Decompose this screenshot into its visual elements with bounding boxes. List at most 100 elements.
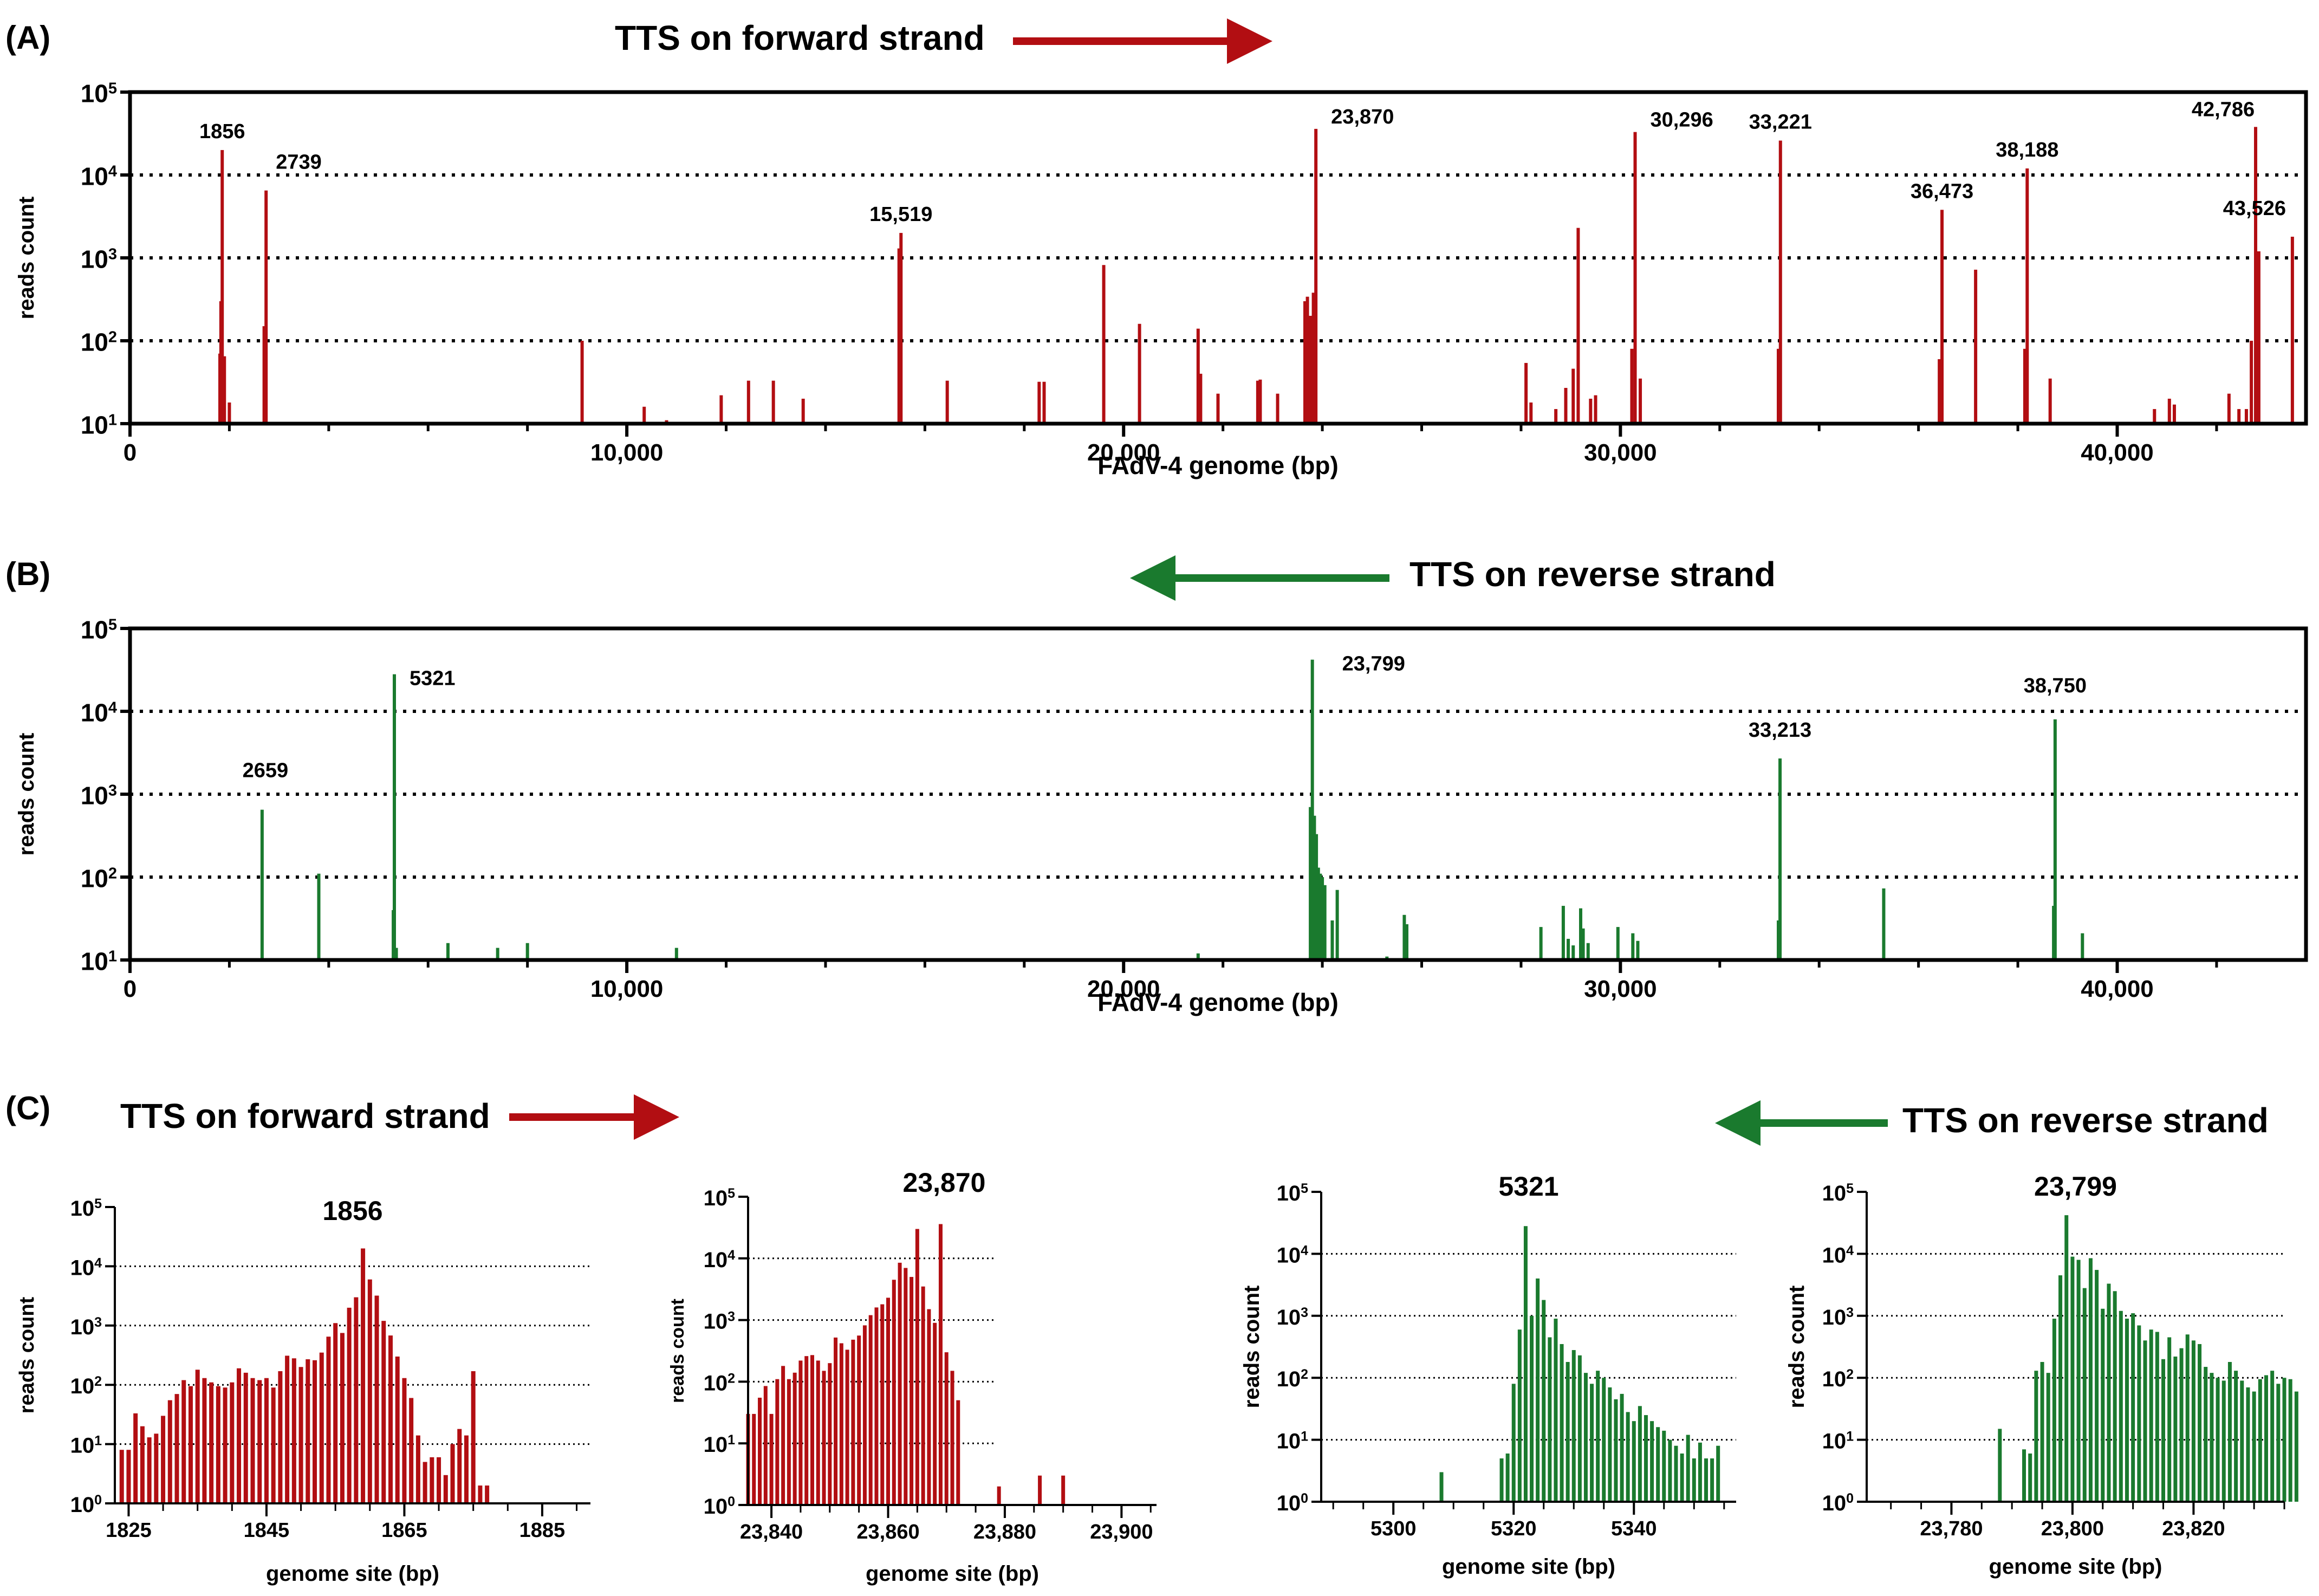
bar — [264, 190, 268, 424]
bar — [1589, 398, 1593, 424]
x-tick-label: 23,800 — [2041, 1517, 2104, 1540]
bar — [291, 1358, 296, 1503]
bar — [2101, 1308, 2105, 1502]
site-annotation: 15,519 — [869, 203, 932, 226]
bar — [2250, 341, 2253, 424]
bar — [2070, 1256, 2075, 1502]
bar — [381, 1321, 386, 1503]
bar — [1061, 1475, 1066, 1505]
y-tick-label: 104 — [704, 1248, 736, 1272]
bar — [2155, 1332, 2159, 1502]
y-tick-label: 105 — [704, 1186, 736, 1210]
bar — [478, 1485, 483, 1503]
y-tick-label: 101 — [81, 947, 117, 975]
bar — [1042, 381, 1046, 424]
bar — [719, 395, 723, 424]
bar — [237, 1368, 242, 1503]
bar — [1138, 323, 1141, 424]
bar — [927, 1309, 931, 1505]
bar — [2288, 1379, 2292, 1502]
bar — [1314, 128, 1318, 424]
bar — [910, 1277, 914, 1505]
bar — [2167, 398, 2171, 424]
bar — [1626, 1412, 1630, 1502]
y-tick-label: 100 — [70, 1493, 102, 1517]
bar — [1524, 362, 1528, 424]
bar — [1216, 393, 1220, 424]
bar — [2276, 1384, 2281, 1502]
site-annotation: 42,786 — [2192, 98, 2255, 121]
bar — [1590, 1384, 1594, 1502]
plot-frame — [128, 90, 2308, 426]
bar — [898, 1262, 902, 1505]
y-tick-label: 100 — [1277, 1491, 1308, 1515]
bar — [1542, 1300, 1546, 1502]
bar — [1631, 933, 1635, 960]
bar — [2185, 1334, 2190, 1502]
bar — [793, 1372, 797, 1505]
y-tick-label: 102 — [70, 1374, 102, 1398]
bar — [1680, 1453, 1684, 1502]
bar — [285, 1355, 290, 1503]
panel-label-b: (B) — [5, 556, 50, 592]
bar — [1616, 927, 1620, 960]
site-annotation: 23,870 — [1331, 106, 1394, 128]
bar — [1602, 1378, 1606, 1502]
bar — [1330, 920, 1334, 960]
bar — [1581, 928, 1585, 960]
bar — [915, 1229, 919, 1505]
bar — [1656, 1427, 1660, 1502]
x-tick-label: 20,000 — [1087, 439, 1160, 466]
bar — [2161, 1359, 2166, 1502]
bar — [857, 1335, 861, 1505]
bar — [1778, 140, 1782, 424]
bar — [1539, 927, 1543, 960]
y-tick-label: 103 — [1277, 1305, 1308, 1329]
bar — [1530, 1315, 1534, 1502]
bar — [2107, 1283, 2111, 1502]
bar — [997, 1486, 1001, 1505]
bar — [804, 1356, 809, 1505]
bar — [1630, 348, 1634, 424]
bar — [2053, 719, 2057, 960]
bar — [2046, 1373, 2050, 1502]
bar — [845, 1350, 849, 1505]
y-axis-label: reads count — [1785, 1286, 1809, 1409]
bar — [1548, 1337, 1552, 1502]
bar — [2025, 168, 2029, 424]
bar — [1321, 877, 1324, 960]
subpanel-title: 23,870 — [903, 1167, 986, 1198]
x-axis-label: FAdV-4 genome (bp) — [1097, 988, 1339, 1016]
bar — [1974, 269, 1978, 424]
bar — [1335, 890, 1339, 960]
bar — [892, 1280, 896, 1505]
bar — [1554, 1319, 1558, 1502]
bar — [1256, 380, 1259, 424]
y-tick-label: 102 — [81, 328, 117, 356]
bar — [769, 1413, 774, 1505]
bar — [1576, 228, 1580, 424]
chart-a: 0 10,000 20,000 30,000 40,000 101 102 103 104 105… — [15, 79, 2308, 479]
bar — [933, 1322, 937, 1505]
site-annotation: 43,526 — [2223, 197, 2286, 220]
bar — [798, 1360, 803, 1505]
bar — [147, 1437, 152, 1503]
y-tick-label: 104 — [1822, 1243, 1854, 1267]
bar — [264, 1378, 269, 1503]
bar — [2270, 1371, 2275, 1502]
bar — [1577, 1355, 1582, 1502]
y-axis-label: reads count — [15, 197, 38, 320]
y-tick-label: 103 — [81, 245, 117, 273]
bar — [262, 326, 266, 424]
bar — [1499, 1458, 1504, 1502]
bar — [394, 948, 398, 960]
bar — [950, 1371, 954, 1505]
bar — [880, 1304, 885, 1505]
bar — [580, 341, 584, 424]
bar — [1583, 1373, 1588, 1502]
bar — [1258, 379, 1262, 424]
panel-c-forward-title: TTS on forward strand — [120, 1097, 490, 1136]
bar — [1644, 1415, 1648, 1502]
bar — [1309, 807, 1313, 960]
y-axis-label: reads count — [16, 1296, 38, 1413]
